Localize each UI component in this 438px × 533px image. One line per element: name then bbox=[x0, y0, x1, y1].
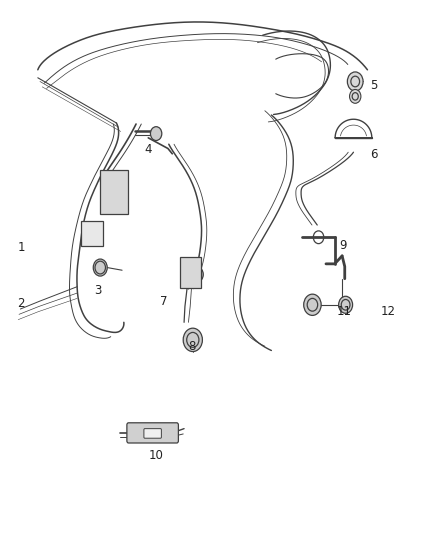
Text: 12: 12 bbox=[381, 305, 396, 318]
Circle shape bbox=[350, 90, 361, 103]
FancyBboxPatch shape bbox=[180, 257, 201, 288]
Text: 9: 9 bbox=[339, 239, 346, 252]
FancyBboxPatch shape bbox=[127, 423, 178, 443]
Text: 10: 10 bbox=[148, 449, 163, 462]
FancyBboxPatch shape bbox=[100, 169, 128, 214]
Circle shape bbox=[191, 267, 203, 282]
Circle shape bbox=[339, 296, 353, 313]
Text: 1: 1 bbox=[17, 241, 25, 254]
Text: 4: 4 bbox=[145, 143, 152, 156]
Circle shape bbox=[183, 328, 202, 352]
Circle shape bbox=[93, 259, 107, 276]
Text: 2: 2 bbox=[17, 297, 25, 310]
Circle shape bbox=[347, 72, 363, 91]
FancyBboxPatch shape bbox=[144, 429, 161, 438]
FancyBboxPatch shape bbox=[81, 221, 103, 246]
Circle shape bbox=[304, 294, 321, 316]
Circle shape bbox=[150, 127, 162, 141]
Text: 5: 5 bbox=[370, 79, 377, 92]
Text: 3: 3 bbox=[94, 284, 101, 297]
Text: 11: 11 bbox=[337, 305, 352, 318]
Text: 7: 7 bbox=[160, 295, 168, 308]
Text: 6: 6 bbox=[370, 148, 377, 161]
Text: 8: 8 bbox=[188, 340, 196, 353]
